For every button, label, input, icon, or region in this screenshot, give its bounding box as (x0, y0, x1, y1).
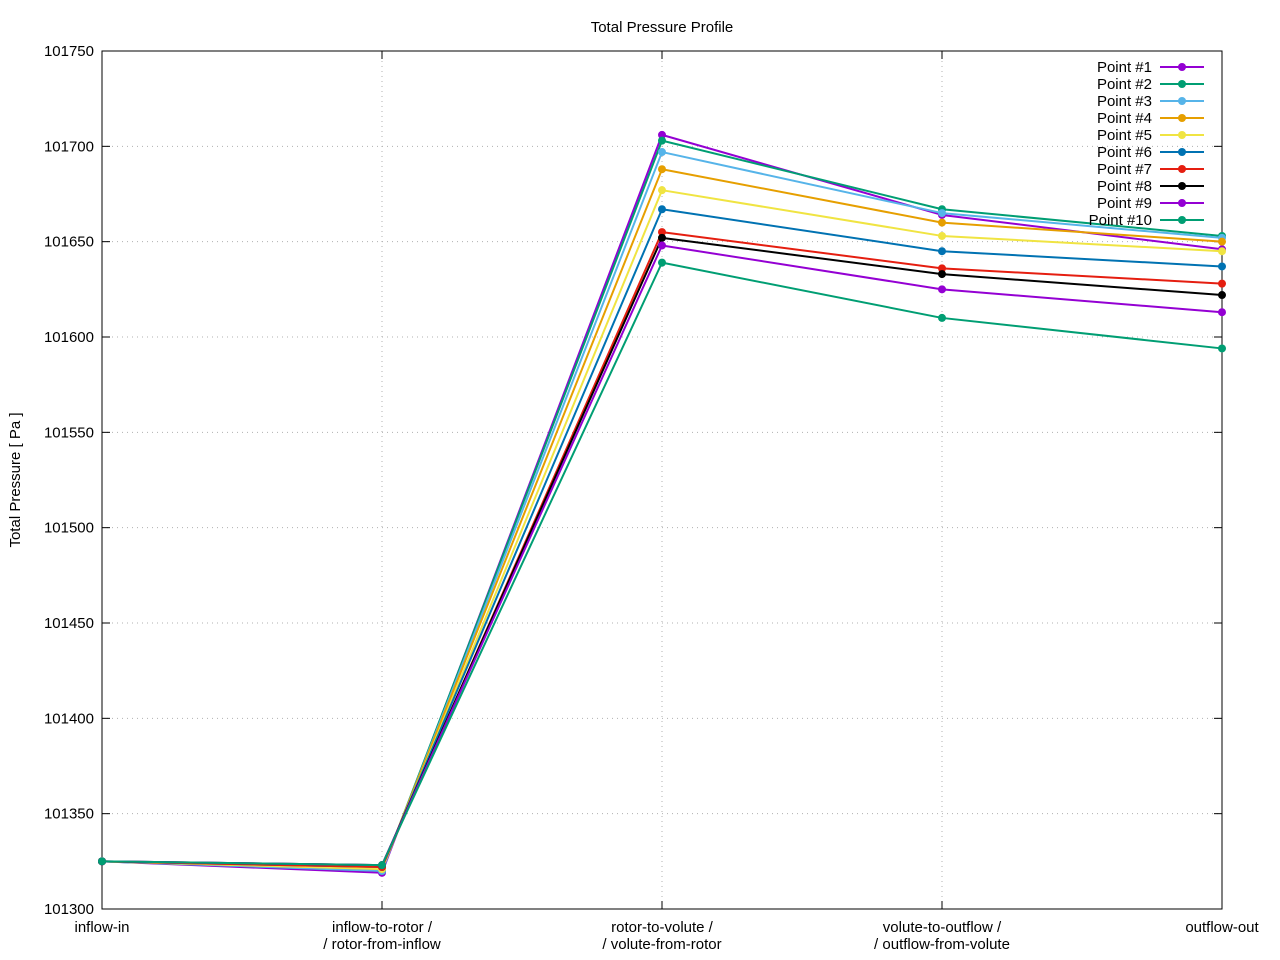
data-point (658, 205, 666, 214)
y-axis-label: Total Pressure [ Pa ] (7, 412, 24, 547)
x-tick-label: outflow-out (1185, 919, 1259, 936)
legend-label: Point #8 (1097, 178, 1152, 195)
legend-entry-7: Point #7 (1097, 161, 1204, 178)
data-point (1218, 291, 1226, 300)
legend-label: Point #1 (1097, 59, 1152, 76)
y-tick-label: 101300 (44, 901, 94, 918)
legend-entry-2: Point #2 (1097, 76, 1204, 93)
legend-marker (1178, 97, 1186, 105)
y-tick-label: 101650 (44, 234, 94, 251)
data-point (1218, 279, 1226, 288)
legend-marker (1178, 114, 1186, 122)
legend-marker (1178, 80, 1186, 88)
legend-label: Point #5 (1097, 127, 1152, 144)
data-point (658, 130, 666, 139)
legend-entry-3: Point #3 (1097, 93, 1204, 110)
y-tick-label: 101600 (44, 329, 94, 346)
x-tick-label: volute-to-outflow / / outflow-from-volute (874, 919, 1010, 953)
legend-marker (1178, 216, 1186, 224)
legend-label: Point #6 (1097, 144, 1152, 161)
y-tick-label: 101350 (44, 806, 94, 823)
data-point (98, 857, 106, 866)
legend-label: Point #9 (1097, 195, 1152, 212)
legend-entry-5: Point #5 (1097, 127, 1204, 144)
data-point (938, 264, 946, 273)
axes: 101300 101350 101400 101450 101500 101550 1016… (44, 43, 1260, 953)
data-point (658, 228, 666, 237)
legend-marker (1178, 63, 1186, 71)
legend-entry-10: Point #10 (1089, 212, 1204, 229)
legend-label: Point #7 (1097, 161, 1152, 178)
data-point (938, 247, 946, 256)
legend-entry-8: Point #8 (1097, 178, 1204, 195)
x-tick-label: inflow-in (74, 919, 129, 936)
y-tick-label: 101450 (44, 615, 94, 632)
y-tick-label: 101750 (44, 43, 94, 60)
plot-frame (101, 50, 1223, 910)
data-point (938, 270, 946, 279)
data-point (658, 148, 666, 157)
data-point (1218, 262, 1226, 271)
legend-entry-4: Point #4 (1097, 110, 1204, 127)
data-point (1218, 247, 1226, 256)
data-point (1218, 237, 1226, 246)
chart-title: Total Pressure Profile (591, 19, 734, 36)
data-point (1218, 308, 1226, 317)
legend-entry-9: Point #9 (1097, 195, 1204, 212)
legend-marker (1178, 148, 1186, 156)
legend-label: Point #10 (1089, 212, 1152, 229)
series-10 (98, 258, 1226, 870)
data-point (658, 136, 666, 145)
data-point (658, 241, 666, 250)
data-point (938, 209, 946, 218)
data-point (658, 233, 666, 242)
y-tick-label: 101500 (44, 520, 94, 537)
y-tick-label: 101550 (44, 424, 94, 441)
y-tick-label: 101400 (44, 710, 94, 727)
x-tick-label: inflow-to-rotor / / rotor-from-inflow (323, 919, 441, 953)
data-point (378, 861, 386, 870)
series-3 (98, 148, 1226, 875)
legend-entry-6: Point #6 (1097, 144, 1204, 161)
y-tick-label: 101700 (44, 138, 94, 155)
data-point (938, 285, 946, 294)
legend-marker (1178, 182, 1186, 190)
data-point (938, 313, 946, 322)
legend-marker (1178, 199, 1186, 207)
data-point (1218, 344, 1226, 353)
legend-marker (1178, 131, 1186, 139)
legend-label: Point #3 (1097, 93, 1152, 110)
x-tick-label: rotor-to-volute / / volute-from-rotor (602, 919, 721, 953)
data-point (658, 165, 666, 174)
data-point (658, 258, 666, 267)
series-lines (98, 130, 1226, 877)
data-point (938, 231, 946, 240)
legend-marker (1178, 165, 1186, 173)
data-point (658, 186, 666, 195)
legend-label: Point #2 (1097, 76, 1152, 93)
data-point (938, 218, 946, 227)
legend-label: Point #4 (1097, 110, 1152, 127)
legend-entry-1: Point #1 (1097, 59, 1204, 76)
